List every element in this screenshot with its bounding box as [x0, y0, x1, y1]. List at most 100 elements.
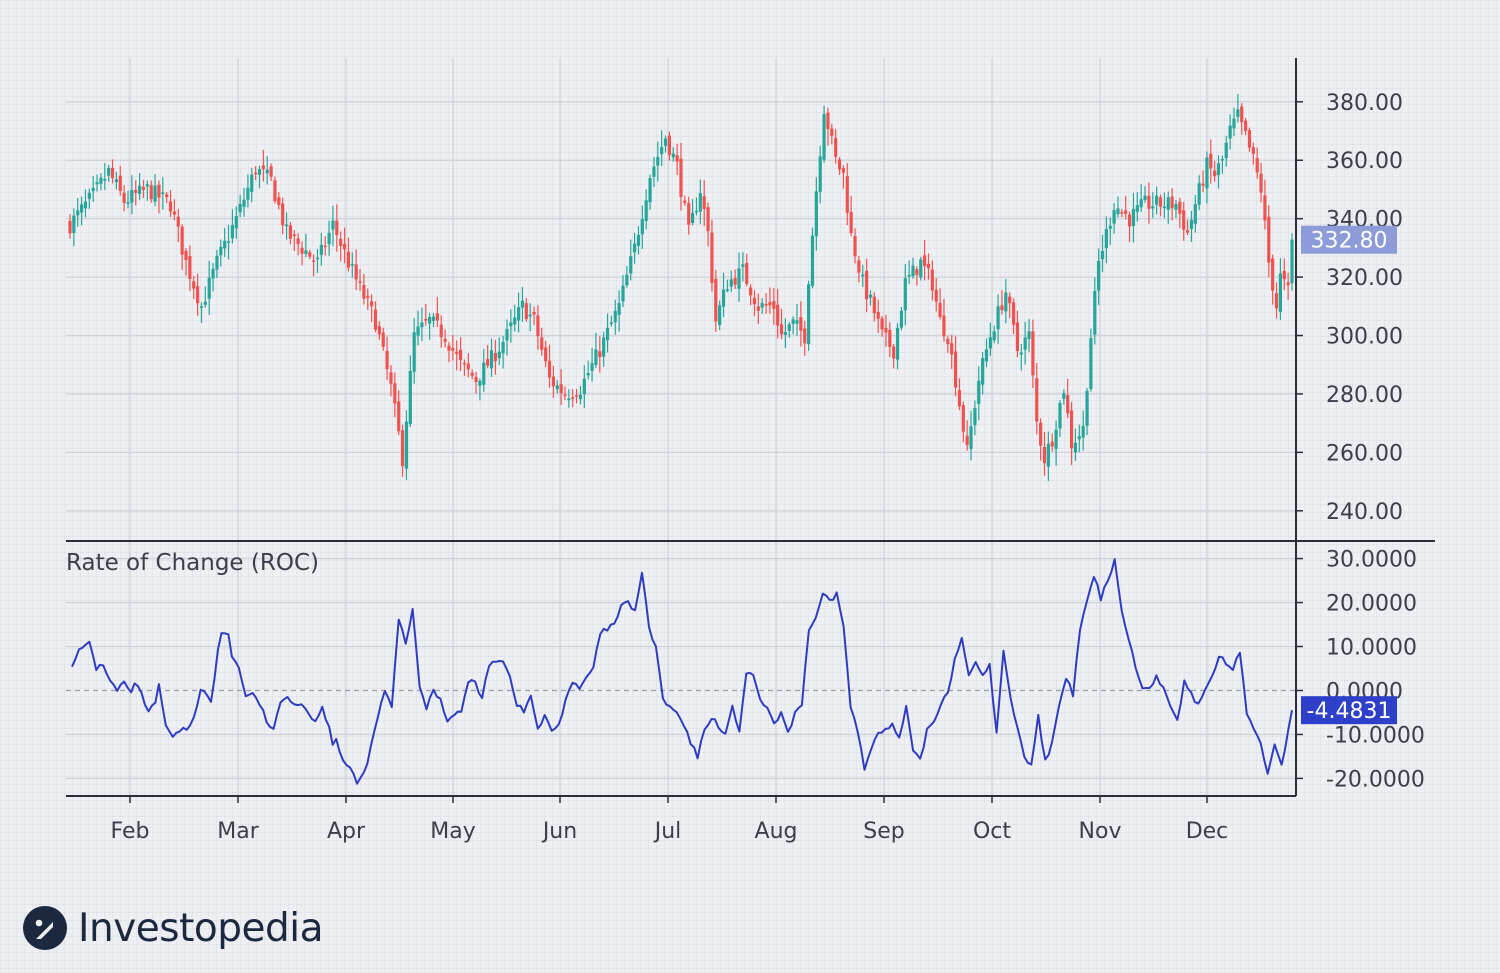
candle-body: [207, 277, 211, 299]
investopedia-i-icon: [23, 906, 67, 950]
candle-body: [706, 207, 710, 232]
candle-body: [250, 174, 254, 192]
candle-body: [547, 360, 552, 378]
candle-body: [161, 192, 165, 195]
candle-body: [516, 307, 521, 321]
candle-body: [428, 317, 432, 324]
candle-body: [822, 114, 826, 160]
candle-body: [157, 184, 161, 198]
candle-body: [1000, 305, 1004, 311]
candle-body: [234, 216, 238, 229]
candle-body: [1232, 118, 1236, 129]
candle-body: [1054, 429, 1058, 449]
candle-body: [737, 268, 741, 289]
candle-body: [926, 263, 931, 269]
candle-body: [950, 343, 954, 355]
candle-body: [934, 289, 938, 302]
price-tick-label: 280.00: [1326, 383, 1403, 408]
candle-body: [447, 345, 451, 351]
candle-body: [1201, 183, 1205, 186]
candle-body: [1127, 214, 1132, 227]
candle-body: [683, 200, 687, 203]
x-tick-label: Jul: [653, 819, 682, 844]
candle-body: [1251, 147, 1255, 154]
candle-body: [1228, 125, 1232, 139]
candle-body: [312, 260, 316, 262]
candle-body: [95, 182, 99, 185]
candle-body: [1209, 153, 1213, 169]
candle-body: [613, 310, 617, 323]
candle-body: [679, 158, 683, 197]
candle-body: [196, 286, 200, 304]
candle-body: [776, 304, 780, 326]
candle-body: [702, 196, 706, 210]
candle-body: [961, 405, 965, 432]
candle-body: [149, 185, 153, 200]
candle-body: [544, 347, 548, 362]
roc-tick-label: -20.0000: [1326, 767, 1425, 792]
candle-body: [335, 220, 339, 236]
candle-body: [768, 302, 772, 306]
candle-body: [230, 225, 235, 239]
candle-body: [830, 128, 834, 136]
axes: [66, 58, 1435, 803]
candle-body: [1058, 402, 1062, 429]
price-candles: [68, 93, 1294, 481]
candle-body: [563, 394, 567, 397]
roc-series: [71, 558, 1293, 785]
candle-body: [826, 112, 830, 130]
candle-body: [350, 263, 354, 266]
candle-body: [323, 245, 327, 248]
candle-body: [644, 200, 648, 221]
x-tick-label: Apr: [327, 819, 366, 844]
candle-body: [439, 324, 443, 338]
candle-body: [892, 346, 896, 359]
candle-body: [1093, 290, 1097, 335]
candle-body: [346, 251, 351, 268]
candle-body: [849, 212, 853, 234]
candle-body: [377, 326, 381, 335]
candle-body: [741, 264, 745, 267]
candle-body: [710, 232, 714, 284]
candle-body: [412, 332, 416, 372]
candle-body: [1097, 260, 1101, 291]
candle-body: [988, 337, 992, 349]
candle-body: [393, 383, 397, 404]
candle-body: [617, 303, 621, 315]
candle-body: [1158, 197, 1163, 207]
candle-body: [466, 363, 470, 370]
candle-body: [1174, 203, 1178, 210]
candle-body: [567, 398, 571, 401]
candle-body: [586, 373, 590, 376]
candle-body: [1185, 230, 1190, 233]
candle-body: [1189, 219, 1194, 230]
candle-body: [68, 220, 72, 234]
candle-body: [718, 305, 722, 326]
candle-body: [273, 180, 277, 202]
candle-body: [895, 327, 900, 360]
candle-body: [814, 191, 818, 237]
candle-body: [1182, 210, 1186, 230]
candle-body: [1008, 296, 1012, 304]
candle-body: [153, 185, 157, 202]
candle-body: [540, 337, 544, 350]
candle-body: [118, 175, 122, 191]
candle-body: [1243, 120, 1248, 131]
candle-body: [489, 350, 494, 369]
candle-body: [872, 296, 876, 314]
candle-body: [853, 235, 857, 257]
candle-body: [455, 351, 459, 354]
candle-body: [226, 241, 231, 243]
candle-body: [134, 189, 138, 193]
candle-body: [969, 426, 973, 449]
candle-body: [745, 262, 749, 284]
candle-body: [1151, 206, 1155, 209]
candle-body: [1100, 251, 1105, 260]
candle-body: [749, 287, 753, 296]
candle-body: [1077, 436, 1081, 440]
candle-body: [1019, 352, 1023, 355]
candle-body: [420, 322, 424, 328]
candle-body: [331, 220, 335, 230]
candle-body: [660, 147, 664, 155]
candle-body: [1278, 273, 1282, 312]
